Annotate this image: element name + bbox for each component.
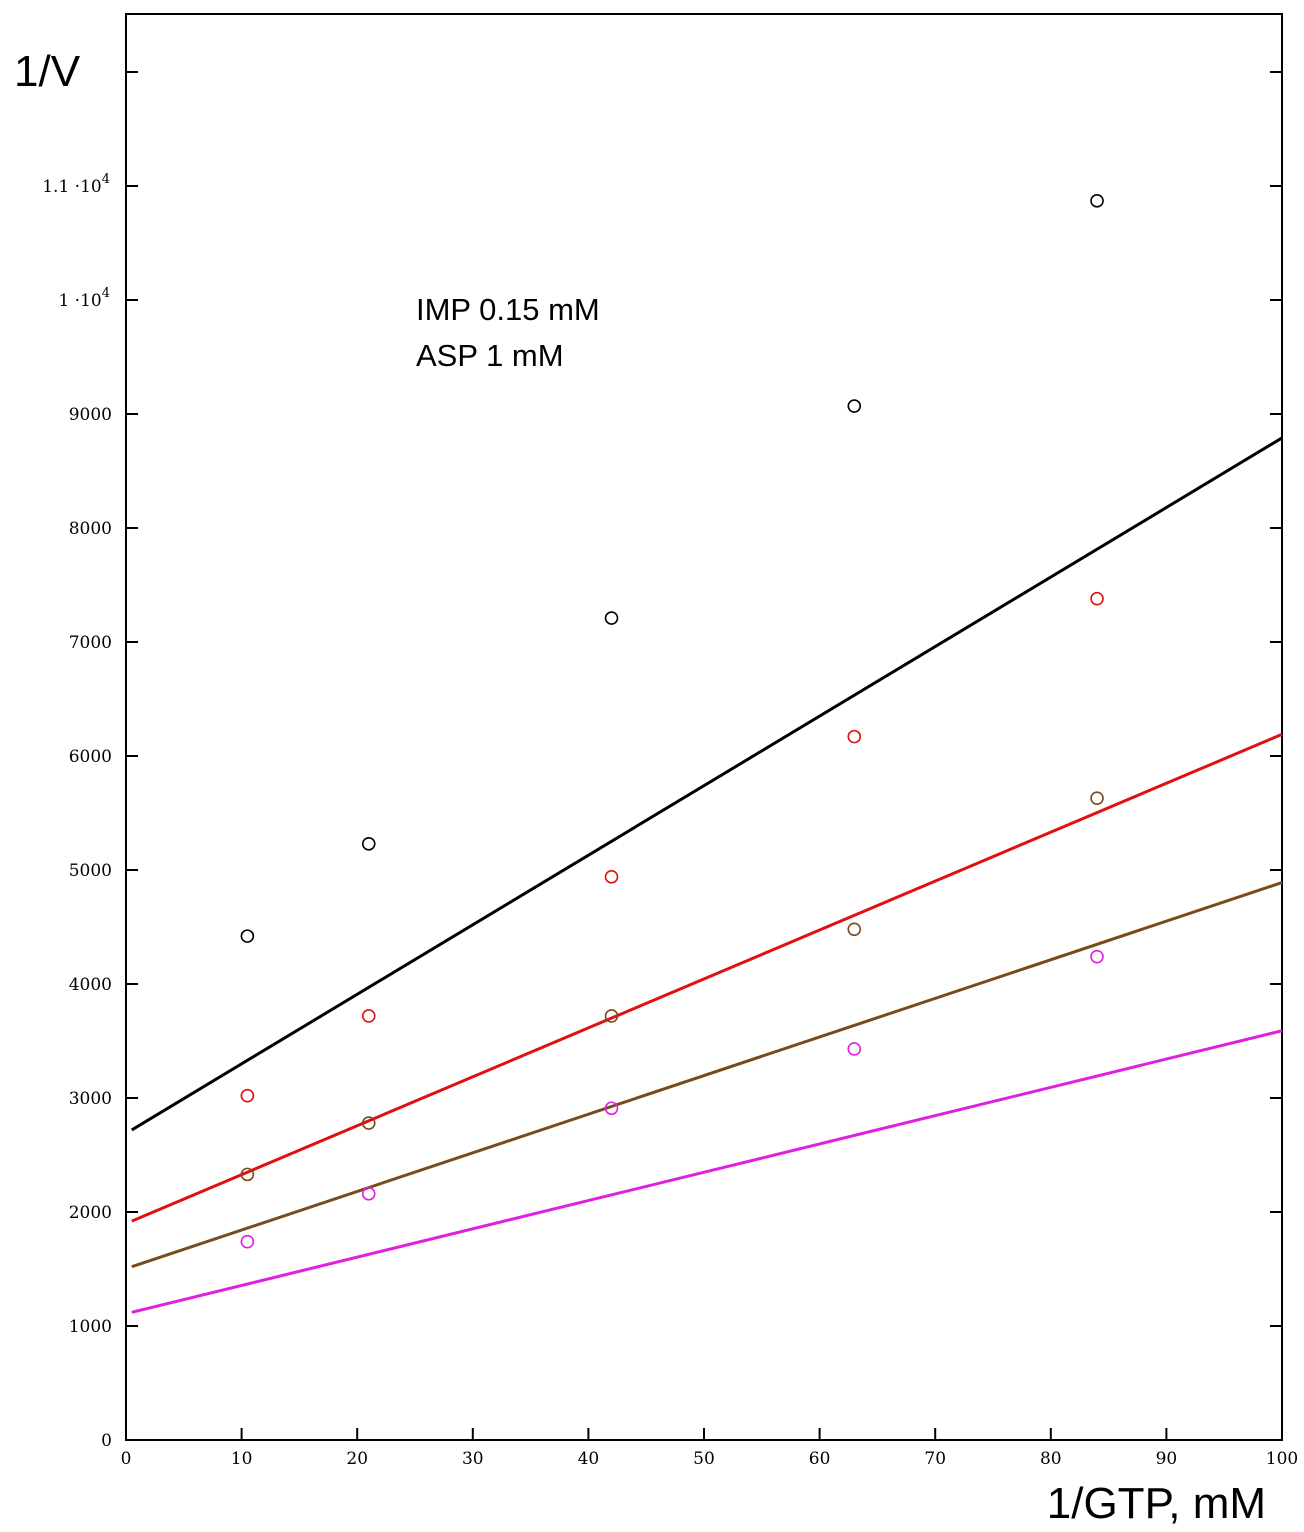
data-point-series-1: [240, 929, 255, 943]
x-tick-label: 0: [121, 1449, 132, 1469]
x-tick-label: 40: [578, 1449, 600, 1469]
data-point-series-1: [1090, 194, 1104, 208]
data-point-series-4: [361, 1186, 376, 1201]
y-tick-label: 4000: [69, 975, 112, 995]
x-axis-title: 1/GTP, mM: [1047, 1479, 1266, 1528]
y-tick-label: 9000: [69, 405, 112, 425]
x-tick-label: 20: [346, 1449, 368, 1469]
data-point-series-2: [361, 1009, 376, 1023]
y-tick-label: 7000: [69, 633, 112, 653]
data-point-series-3: [847, 922, 862, 937]
data-point-series-3: [240, 1167, 255, 1182]
y-tick-label: 1000: [69, 1317, 112, 1337]
data-point-series-2: [847, 729, 862, 744]
y-tick-label: 0: [101, 1431, 112, 1451]
y-axis-title: 1/V: [14, 47, 81, 96]
y-tick-label: 1 ·104: [58, 286, 110, 311]
data-point-series-4: [1090, 949, 1104, 964]
y-tick-label: 8000: [69, 519, 112, 539]
x-tick-label: 50: [693, 1449, 715, 1469]
x-axis: 0 10 20 30 40 50 60 70 80 90 100: [121, 1428, 1298, 1469]
annotation-asp: ASP 1 mM: [416, 338, 564, 373]
x-tick-label: 60: [809, 1449, 831, 1469]
data-point-series-1: [604, 611, 619, 625]
data-point-series-2: [240, 1088, 255, 1103]
data-point-series-3: [604, 1009, 619, 1023]
fit-line-2: [131, 732, 1283, 1223]
data-point-series-4: [604, 1101, 619, 1116]
data-point-series-4: [240, 1234, 255, 1249]
data-points: [240, 194, 1104, 1249]
x-tick-label: 10: [231, 1449, 253, 1469]
data-point-series-4: [847, 1042, 862, 1056]
x-tick-label: 30: [462, 1449, 484, 1469]
data-point-series-2: [604, 870, 619, 884]
fit-line-3: [131, 881, 1283, 1269]
data-point-series-2: [1090, 591, 1104, 606]
y-tick-label: 2000: [69, 1203, 112, 1223]
fit-line-1: [131, 436, 1283, 1132]
data-point-series-3: [1090, 791, 1104, 805]
y-tick-label: 1.1 ·104: [42, 172, 110, 197]
fit-lines: [131, 436, 1283, 1314]
x-tick-label: 100: [1266, 1449, 1298, 1469]
y-tick-label: 3000: [69, 1089, 112, 1109]
y-tick-label: 5000: [69, 861, 112, 881]
fit-line-4: [131, 1029, 1283, 1314]
x-tick-label: 70: [924, 1449, 946, 1469]
plot-frame: [125, 13, 1283, 1441]
annotation-imp: IMP 0.15 mM: [416, 292, 600, 327]
y-tick-label: 6000: [69, 747, 112, 767]
x-tick-label: 80: [1040, 1449, 1062, 1469]
y-axis: 0 1000 2000 3000 4000 5000 6000 7000 8000 9000 1 ·…: [42, 71, 1282, 1451]
x-tick-label: 90: [1156, 1449, 1178, 1469]
data-point-series-3: [361, 1116, 376, 1130]
data-point-series-1: [361, 836, 376, 851]
data-point-series-1: [847, 399, 862, 413]
